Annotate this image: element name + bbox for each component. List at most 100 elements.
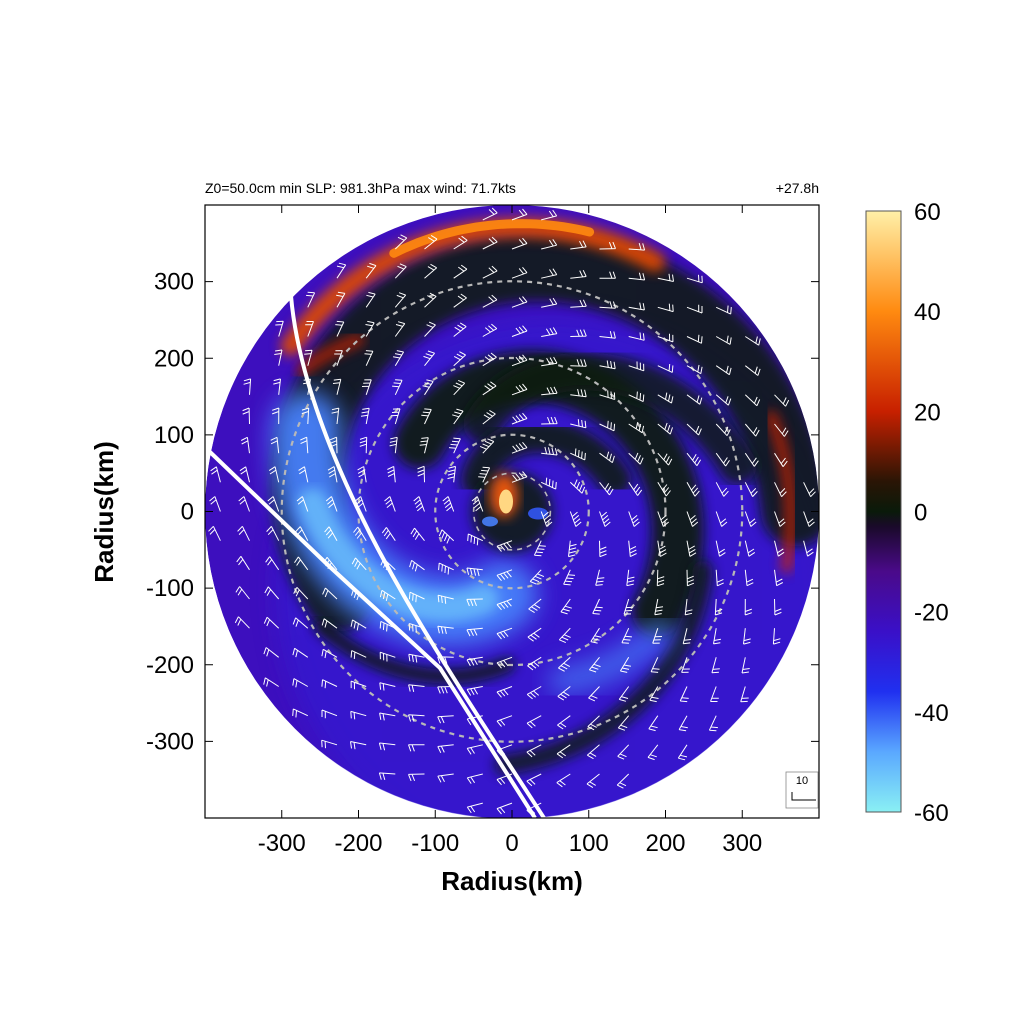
wind-barb: [273, 378, 281, 395]
wind-barb: [331, 407, 340, 425]
wind-barb: [423, 350, 435, 367]
wind-barb: [268, 466, 280, 483]
wind-barb: [558, 656, 571, 672]
wind-barb: [511, 354, 528, 367]
wind-barb: [568, 540, 577, 558]
wind-barb: [410, 527, 425, 542]
wind-barb: [570, 240, 587, 250]
wind-barb: [292, 678, 309, 688]
wind-barb: [586, 744, 600, 760]
wind-barb: [677, 744, 688, 761]
wind-barb: [511, 296, 528, 308]
wind-barb: [541, 327, 558, 337]
wind-barb: [628, 421, 645, 434]
wind-barb: [588, 686, 600, 702]
wind-barb: [570, 419, 587, 429]
field-band: [494, 560, 713, 775]
wind-barb: [686, 274, 703, 284]
wind-barb: [236, 556, 250, 571]
wind-barb: [803, 540, 814, 557]
wind-barb: [267, 496, 280, 512]
y-tick-label: 200: [154, 345, 194, 372]
wind-barb: [599, 540, 607, 558]
wind-barb: [599, 271, 616, 279]
wind-barb: [408, 591, 425, 603]
wind-barb: [452, 408, 464, 425]
wind-barb: [239, 466, 250, 483]
wind-barb: [292, 617, 309, 629]
wind-barb: [301, 407, 310, 425]
wind-barb: [570, 359, 587, 367]
wind-barb-key: 10: [785, 771, 819, 809]
wind-barb: [466, 627, 483, 637]
wind-barb: [496, 656, 513, 669]
wind-barb: [298, 466, 309, 483]
wind-barb: [628, 272, 646, 281]
inflow-band-se: [548, 618, 675, 695]
wind-barb: [379, 620, 396, 632]
wind-barb: [511, 325, 528, 337]
wind-barb: [556, 773, 571, 788]
colorbar-tick-label: 0: [914, 500, 927, 527]
colorbar: [865, 210, 902, 813]
wind-barb: [272, 407, 280, 425]
y-tick-label: 0: [181, 499, 194, 526]
wind-barb: [336, 291, 346, 308]
wind-barb: [715, 452, 730, 467]
wind-barb: [336, 262, 347, 279]
wind-barb: [210, 466, 221, 483]
wind-barb: [715, 569, 724, 587]
wind-barb: [511, 441, 528, 454]
y-tick-label: -300: [146, 728, 194, 755]
core-bright: [499, 489, 513, 514]
wind-barb: [648, 715, 659, 732]
wind-barb: [599, 420, 616, 432]
wind-barb: [570, 448, 586, 461]
wind-barb: [715, 423, 731, 437]
wind-barb: [657, 511, 670, 527]
x-tick-label: 300: [722, 830, 762, 857]
wind-barb: [264, 586, 280, 600]
core-blue: [528, 507, 548, 520]
wind-barb: [774, 423, 789, 437]
wind-barb: [744, 365, 761, 376]
wind-barb: [496, 686, 513, 698]
wind-barb: [482, 323, 498, 337]
wind-barb: [243, 378, 252, 395]
wind-barb: [713, 628, 721, 645]
wind-barb: [209, 496, 221, 512]
wind-barb: [541, 209, 558, 221]
wind-barb: [711, 657, 720, 674]
wind-barb: [628, 391, 645, 403]
field-band: [463, 352, 757, 485]
range-ring: [434, 433, 590, 590]
colorbar-tick-label: -60: [914, 800, 949, 827]
wind-barb: [482, 207, 498, 221]
wind-barb: [686, 569, 695, 587]
wind-barb: [528, 598, 542, 614]
range-ring: [280, 280, 744, 743]
field-band: [461, 418, 632, 498]
wind-barb: [686, 511, 699, 527]
wind-barb: [467, 533, 484, 546]
wind-barb: [654, 598, 664, 616]
wind-barb: [570, 329, 587, 337]
wind-barb: [482, 294, 498, 308]
wind-barb: [569, 511, 582, 527]
wind-barb: [350, 619, 367, 631]
wind-barb: [466, 802, 483, 814]
wind-barb: [322, 587, 338, 600]
wind-barb: [350, 680, 367, 690]
wind-barb: [471, 496, 484, 512]
wind-barb: [294, 556, 309, 571]
wind-barb: [529, 569, 545, 585]
wind-barb: [408, 623, 425, 633]
wind-barb: [628, 332, 645, 341]
wind-barb: [379, 682, 396, 691]
overlay-line: [208, 450, 537, 818]
wind-barb: [378, 742, 396, 751]
wind-barb: [628, 540, 637, 558]
colorbar-tick-label: 20: [914, 399, 941, 426]
wind-barb: [617, 715, 630, 731]
wind-barb: [540, 511, 553, 527]
